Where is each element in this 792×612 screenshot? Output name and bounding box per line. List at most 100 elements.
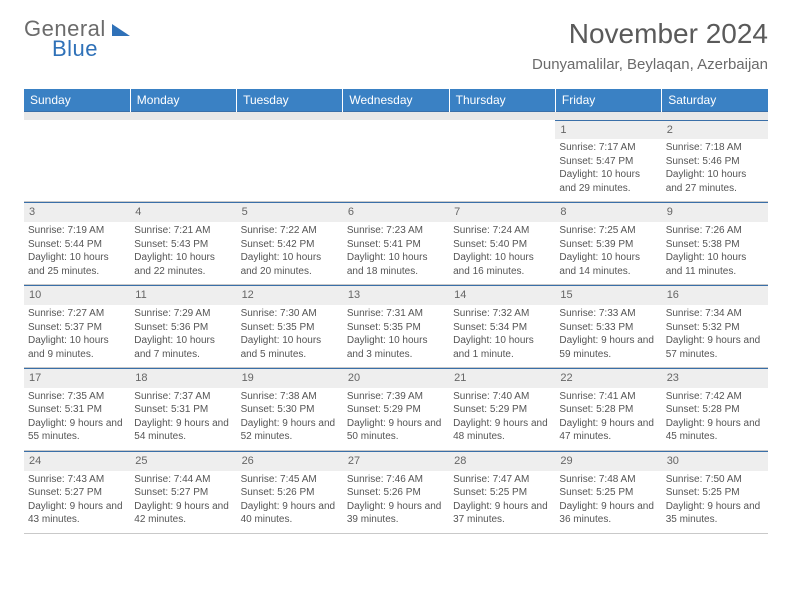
- day-number: 10: [24, 285, 130, 305]
- day-number: 12: [237, 285, 343, 305]
- sunset-text: Sunset: 5:33 PM: [559, 321, 657, 335]
- sunrise-text: Sunrise: 7:50 AM: [666, 473, 764, 487]
- day-number: 4: [130, 202, 236, 222]
- sunrise-text: Sunrise: 7:25 AM: [559, 224, 657, 238]
- daylight-text: Daylight: 9 hours and 37 minutes.: [453, 500, 551, 527]
- day-header-row: Sunday Monday Tuesday Wednesday Thursday…: [24, 89, 768, 112]
- daylight-text: Daylight: 9 hours and 50 minutes.: [347, 417, 445, 444]
- sunset-text: Sunset: 5:43 PM: [134, 238, 232, 252]
- sunrise-text: Sunrise: 7:39 AM: [347, 390, 445, 404]
- col-monday: Monday: [130, 89, 236, 112]
- spacer-row: [24, 112, 768, 120]
- calendar-day-cell: 26Sunrise: 7:45 AMSunset: 5:26 PMDayligh…: [237, 450, 343, 533]
- calendar-day-cell: 17Sunrise: 7:35 AMSunset: 5:31 PMDayligh…: [24, 368, 130, 451]
- daylight-text: Daylight: 10 hours and 7 minutes.: [134, 334, 232, 361]
- sunrise-text: Sunrise: 7:27 AM: [28, 307, 126, 321]
- title-block: November 2024 Dunyamalilar, Beylaqan, Az…: [532, 18, 768, 73]
- sunset-text: Sunset: 5:29 PM: [453, 403, 551, 417]
- calendar-day-cell: 11Sunrise: 7:29 AMSunset: 5:36 PMDayligh…: [130, 285, 236, 368]
- day-content: Sunrise: 7:35 AMSunset: 5:31 PMDaylight:…: [24, 388, 130, 450]
- daylight-text: Daylight: 9 hours and 52 minutes.: [241, 417, 339, 444]
- day-number: 7: [449, 202, 555, 222]
- day-content: Sunrise: 7:33 AMSunset: 5:33 PMDaylight:…: [555, 305, 661, 367]
- day-content: Sunrise: 7:32 AMSunset: 5:34 PMDaylight:…: [449, 305, 555, 367]
- brand-logo: General Blue: [24, 18, 130, 60]
- daylight-text: Daylight: 10 hours and 5 minutes.: [241, 334, 339, 361]
- calendar-day-cell: 1Sunrise: 7:17 AMSunset: 5:47 PMDaylight…: [555, 120, 661, 202]
- daylight-text: Daylight: 10 hours and 9 minutes.: [28, 334, 126, 361]
- day-number: 18: [130, 368, 236, 388]
- calendar-day-cell: [24, 120, 130, 202]
- sunset-text: Sunset: 5:47 PM: [559, 155, 657, 169]
- sunrise-text: Sunrise: 7:18 AM: [666, 141, 764, 155]
- sunrise-text: Sunrise: 7:32 AM: [453, 307, 551, 321]
- day-number: 17: [24, 368, 130, 388]
- sunrise-text: Sunrise: 7:19 AM: [28, 224, 126, 238]
- daylight-text: Daylight: 9 hours and 45 minutes.: [666, 417, 764, 444]
- daylight-text: Daylight: 9 hours and 35 minutes.: [666, 500, 764, 527]
- sunset-text: Sunset: 5:39 PM: [559, 238, 657, 252]
- day-content: Sunrise: 7:47 AMSunset: 5:25 PMDaylight:…: [449, 471, 555, 533]
- day-number: 30: [662, 451, 768, 471]
- day-content: Sunrise: 7:37 AMSunset: 5:31 PMDaylight:…: [130, 388, 236, 450]
- sunrise-text: Sunrise: 7:42 AM: [666, 390, 764, 404]
- daylight-text: Daylight: 10 hours and 3 minutes.: [347, 334, 445, 361]
- location-label: Dunyamalilar, Beylaqan, Azerbaijan: [532, 56, 768, 73]
- day-content: Sunrise: 7:31 AMSunset: 5:35 PMDaylight:…: [343, 305, 449, 367]
- sunset-text: Sunset: 5:25 PM: [666, 486, 764, 500]
- day-content: Sunrise: 7:18 AMSunset: 5:46 PMDaylight:…: [662, 139, 768, 201]
- day-number: 11: [130, 285, 236, 305]
- calendar-day-cell: 29Sunrise: 7:48 AMSunset: 5:25 PMDayligh…: [555, 450, 661, 533]
- sunrise-text: Sunrise: 7:29 AM: [134, 307, 232, 321]
- calendar-day-cell: 18Sunrise: 7:37 AMSunset: 5:31 PMDayligh…: [130, 368, 236, 451]
- day-content: Sunrise: 7:24 AMSunset: 5:40 PMDaylight:…: [449, 222, 555, 284]
- calendar-day-cell: [130, 120, 236, 202]
- col-saturday: Saturday: [662, 89, 768, 112]
- empty-day: [24, 120, 130, 182]
- day-content: Sunrise: 7:42 AMSunset: 5:28 PMDaylight:…: [662, 388, 768, 450]
- day-number: 19: [237, 368, 343, 388]
- empty-day: [449, 120, 555, 182]
- day-number: 22: [555, 368, 661, 388]
- calendar-day-cell: 3Sunrise: 7:19 AMSunset: 5:44 PMDaylight…: [24, 202, 130, 285]
- calendar-day-cell: 10Sunrise: 7:27 AMSunset: 5:37 PMDayligh…: [24, 285, 130, 368]
- calendar-day-cell: 9Sunrise: 7:26 AMSunset: 5:38 PMDaylight…: [662, 202, 768, 285]
- day-number: 24: [24, 451, 130, 471]
- daylight-text: Daylight: 10 hours and 29 minutes.: [559, 168, 657, 195]
- day-number: 6: [343, 202, 449, 222]
- sunset-text: Sunset: 5:46 PM: [666, 155, 764, 169]
- sunset-text: Sunset: 5:28 PM: [666, 403, 764, 417]
- day-content: Sunrise: 7:45 AMSunset: 5:26 PMDaylight:…: [237, 471, 343, 533]
- daylight-text: Daylight: 9 hours and 54 minutes.: [134, 417, 232, 444]
- daylight-text: Daylight: 10 hours and 11 minutes.: [666, 251, 764, 278]
- triangle-icon: [112, 24, 130, 36]
- empty-day: [237, 120, 343, 182]
- day-number: 15: [555, 285, 661, 305]
- calendar-day-cell: [343, 120, 449, 202]
- daylight-text: Daylight: 9 hours and 48 minutes.: [453, 417, 551, 444]
- day-content: Sunrise: 7:17 AMSunset: 5:47 PMDaylight:…: [555, 139, 661, 201]
- sunset-text: Sunset: 5:25 PM: [559, 486, 657, 500]
- sunset-text: Sunset: 5:31 PM: [134, 403, 232, 417]
- sunset-text: Sunset: 5:25 PM: [453, 486, 551, 500]
- sunrise-text: Sunrise: 7:30 AM: [241, 307, 339, 321]
- daylight-text: Daylight: 10 hours and 22 minutes.: [134, 251, 232, 278]
- sunset-text: Sunset: 5:38 PM: [666, 238, 764, 252]
- day-content: Sunrise: 7:40 AMSunset: 5:29 PMDaylight:…: [449, 388, 555, 450]
- day-number: 2: [662, 120, 768, 140]
- sunrise-text: Sunrise: 7:21 AM: [134, 224, 232, 238]
- day-number: 28: [449, 451, 555, 471]
- day-content: Sunrise: 7:21 AMSunset: 5:43 PMDaylight:…: [130, 222, 236, 284]
- sunrise-text: Sunrise: 7:48 AM: [559, 473, 657, 487]
- day-number: 14: [449, 285, 555, 305]
- day-content: Sunrise: 7:41 AMSunset: 5:28 PMDaylight:…: [555, 388, 661, 450]
- sunrise-text: Sunrise: 7:31 AM: [347, 307, 445, 321]
- sunrise-text: Sunrise: 7:41 AM: [559, 390, 657, 404]
- sunrise-text: Sunrise: 7:35 AM: [28, 390, 126, 404]
- calendar-day-cell: 12Sunrise: 7:30 AMSunset: 5:35 PMDayligh…: [237, 285, 343, 368]
- day-content: Sunrise: 7:29 AMSunset: 5:36 PMDaylight:…: [130, 305, 236, 367]
- calendar-week-row: 3Sunrise: 7:19 AMSunset: 5:44 PMDaylight…: [24, 202, 768, 285]
- sunrise-text: Sunrise: 7:45 AM: [241, 473, 339, 487]
- day-content: Sunrise: 7:38 AMSunset: 5:30 PMDaylight:…: [237, 388, 343, 450]
- sunrise-text: Sunrise: 7:17 AM: [559, 141, 657, 155]
